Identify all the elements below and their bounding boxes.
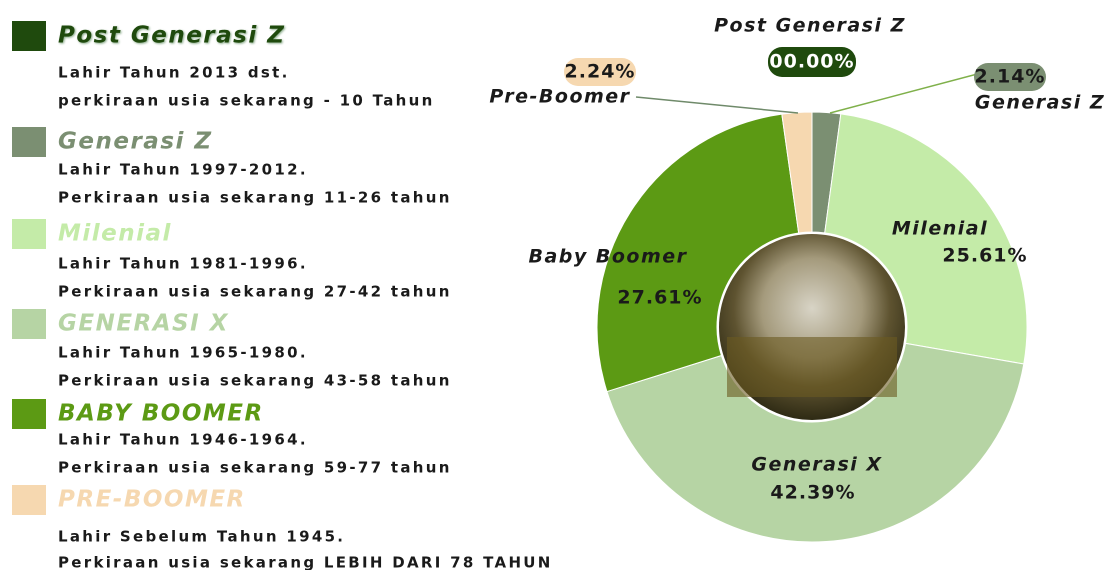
legend-swatch	[12, 309, 46, 339]
legend-line: Lahir Tahun 1997-2012.	[58, 161, 308, 179]
slice-name: Generasi X	[751, 454, 882, 476]
value-pill	[974, 63, 1046, 91]
legend-swatch	[12, 485, 46, 515]
slice-name: Milenial	[892, 218, 988, 240]
legend-swatch	[12, 127, 46, 157]
slice-value: 2.24%	[565, 61, 636, 83]
legend-line: Perkiraan usia sekarang 11-26 tahun	[58, 189, 452, 207]
legend-line: Perkiraan usia sekarang 27-42 tahun	[58, 283, 452, 301]
value-pill	[564, 58, 636, 86]
legend-line: Lahir Tahun 1946-1964.	[58, 431, 308, 449]
legend-line: Lahir Tahun 1981-1996.	[58, 255, 308, 273]
legend-line: Lahir Sebelum Tahun 1945.	[58, 528, 345, 546]
slice-value: 27.61%	[617, 287, 702, 309]
slice-name: Pre-Boomer	[489, 86, 630, 108]
legend-line: Lahir Tahun 1965-1980.	[58, 344, 308, 362]
slice-name: Generasi Z	[975, 92, 1105, 114]
slice-value: 25.61%	[942, 245, 1027, 267]
value-pill	[768, 47, 856, 77]
slice-name: Baby Boomer	[528, 246, 687, 268]
legend-swatch	[12, 21, 46, 51]
legend-line: Perkiraan usia sekarang LEBIH DARI 78 TA…	[58, 554, 553, 570]
legend-title: PRE-BOOMER	[58, 487, 246, 513]
donut-slice	[824, 113, 1028, 365]
slice-value: 00.00%	[769, 51, 854, 73]
leader-line	[635, 96, 799, 114]
slice-value: 42.39%	[770, 482, 855, 504]
legend-title: Milenial	[58, 221, 172, 247]
legend-line: perkiraan usia sekarang - 10 Tahun	[58, 92, 435, 110]
photo-field	[727, 337, 897, 397]
slice-name: Post Generasi Z	[714, 15, 906, 37]
legend-title: Generasi Z	[58, 129, 213, 155]
legend-title: BABY BOOMER	[58, 401, 264, 427]
legend-title: Post Generasi Z	[58, 23, 285, 49]
legend-swatch	[12, 399, 46, 429]
leader-line	[829, 67, 1001, 114]
legend-swatch	[12, 219, 46, 249]
slice-value: 2.14%	[975, 66, 1046, 88]
legend-line: Perkiraan usia sekarang 59-77 tahun	[58, 459, 452, 477]
donut-slice	[596, 113, 800, 393]
legend-line: Lahir Tahun 2013 dst.	[58, 64, 290, 82]
legend-title: GENERASI X	[58, 311, 229, 337]
legend-line: Perkiraan usia sekarang 43-58 tahun	[58, 372, 452, 390]
donut-slice	[606, 342, 1025, 543]
